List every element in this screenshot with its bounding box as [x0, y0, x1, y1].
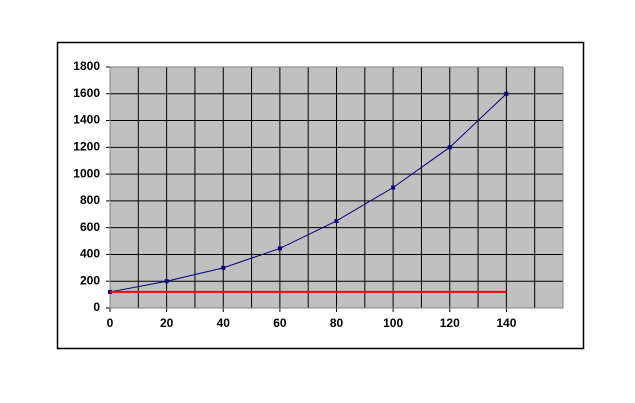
x-tick-label: 60: [273, 316, 287, 330]
point: [164, 279, 169, 284]
y-tick-label: 600: [80, 220, 100, 234]
y-tick-label: 800: [80, 193, 100, 207]
point: [447, 145, 452, 150]
y-tick-label: 1200: [73, 140, 100, 154]
y-tick-label: 0: [93, 300, 100, 314]
point: [221, 265, 226, 270]
series-line: [109, 93, 507, 293]
y-tick-label: 1000: [73, 166, 100, 180]
plot-border: [109, 66, 564, 309]
y-tick-label: 1400: [73, 113, 100, 127]
x-tick-label: 40: [217, 316, 231, 330]
point: [277, 246, 282, 251]
x-tick-label: 100: [383, 316, 403, 330]
x-tick-label: 140: [496, 316, 516, 330]
y-tick-label: 400: [80, 247, 100, 261]
point: [391, 185, 396, 190]
x-tick-label: 20: [160, 316, 174, 330]
y-tick-label: 1800: [73, 59, 100, 73]
point: [504, 91, 509, 96]
x-tick-label: 80: [330, 316, 344, 330]
point: [334, 218, 339, 223]
x-tick-label: 0: [107, 316, 114, 330]
y-tick-label: 1600: [73, 86, 100, 100]
y-tick-label: 200: [80, 273, 100, 287]
x-tick-label: 120: [440, 316, 460, 330]
